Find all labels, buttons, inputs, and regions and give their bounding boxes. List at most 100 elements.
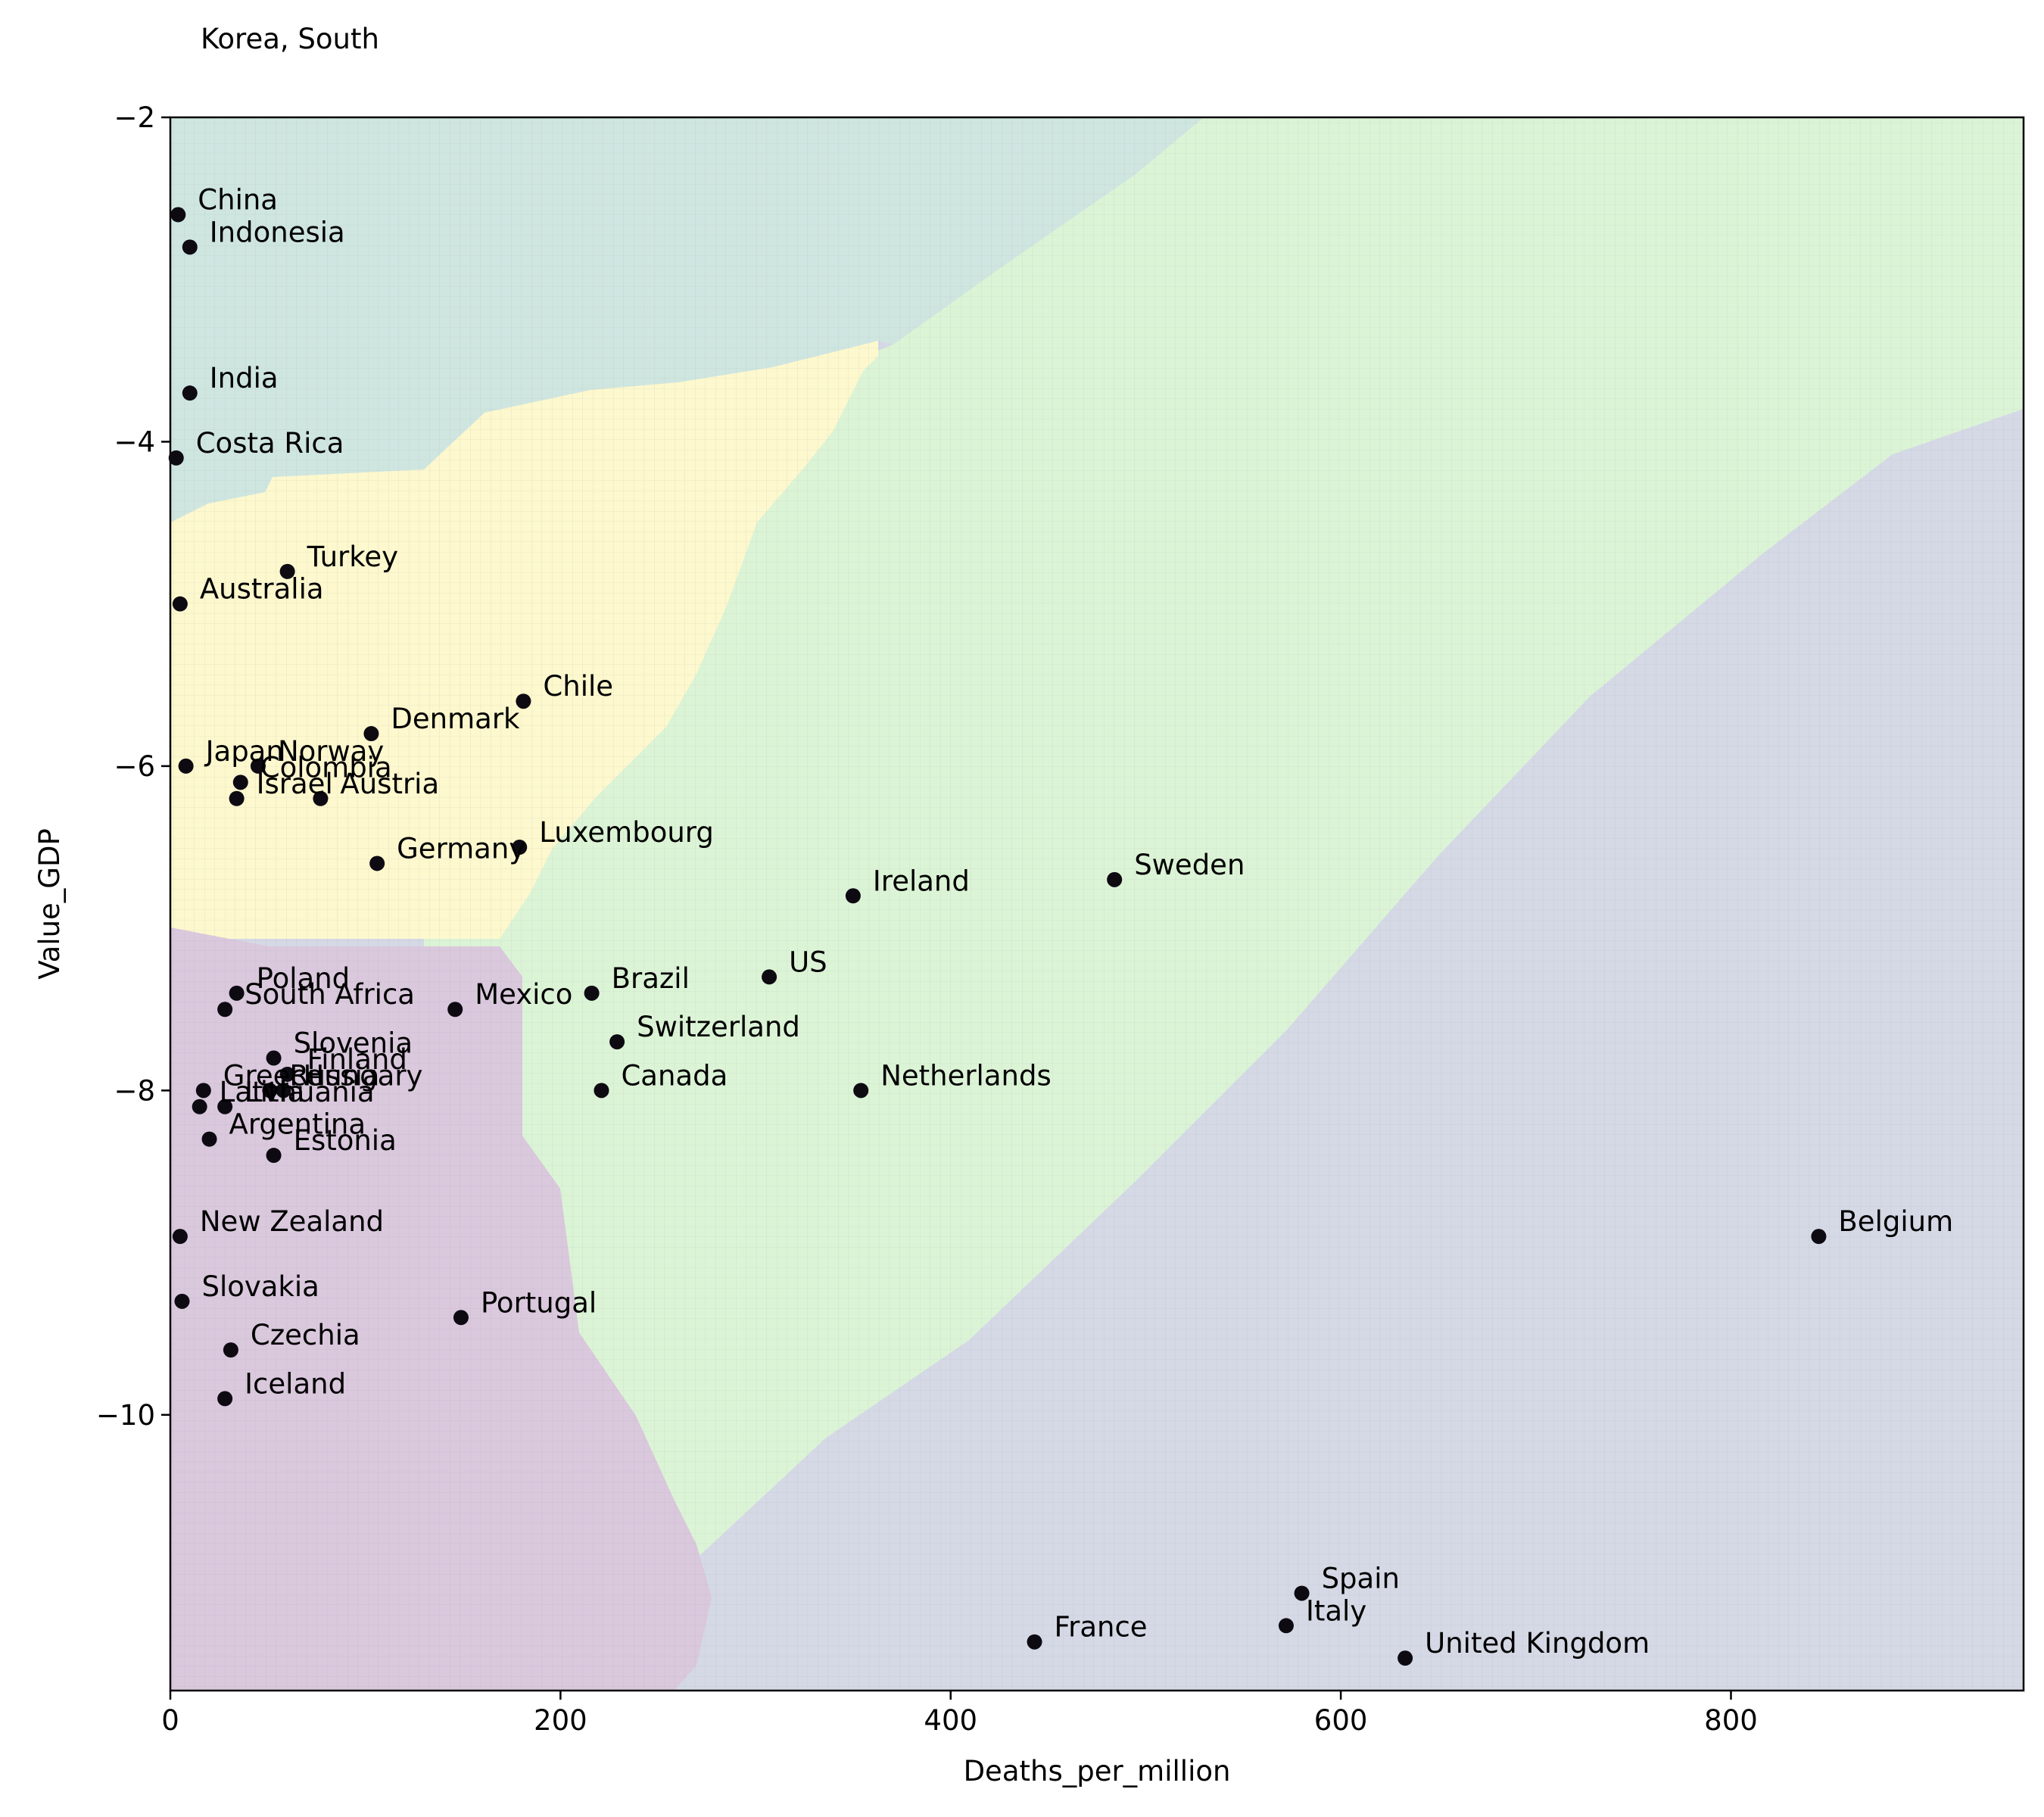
point-label: Greece	[223, 1059, 323, 1092]
data-point	[279, 1066, 295, 1082]
data-point	[1107, 871, 1123, 887]
data-point	[1811, 1229, 1827, 1245]
data-point	[516, 693, 531, 709]
data-point	[170, 207, 186, 223]
data-point	[453, 1310, 469, 1326]
point-label: Japan	[204, 735, 284, 768]
decision-regions	[170, 117, 2024, 1691]
chart-title: Korea, South	[201, 23, 379, 55]
scatter-points	[168, 207, 1827, 1666]
point-label: Poland	[257, 962, 351, 995]
data-point	[229, 790, 245, 806]
point-label: Colombia	[260, 751, 392, 784]
point-label: China	[198, 184, 278, 217]
y-axis-ticks: −2 −4 −6 −8 −10	[96, 101, 170, 1432]
data-point	[363, 726, 379, 742]
point-label: Denmark	[391, 703, 520, 735]
point-label: Italy	[1306, 1594, 1366, 1627]
data-point	[266, 1050, 282, 1066]
data-point	[232, 774, 248, 790]
point-label: Australia	[200, 573, 324, 606]
data-point	[201, 1131, 217, 1147]
point-label: Austria	[340, 768, 439, 800]
data-point	[1027, 1634, 1042, 1650]
point-label: Sweden	[1134, 849, 1245, 881]
data-point	[195, 1083, 211, 1099]
data-point	[845, 888, 861, 904]
x-tick-label: 200	[534, 1704, 587, 1737]
data-point	[182, 385, 198, 401]
data-point	[229, 985, 245, 1001]
data-point	[609, 1034, 625, 1050]
point-label: United Kingdom	[1425, 1627, 1650, 1660]
data-point	[762, 969, 777, 985]
data-point	[584, 985, 600, 1001]
grid-mesh	[170, 117, 2024, 1691]
y-tick-label: −2	[114, 101, 155, 134]
y-tick-label: −6	[114, 750, 155, 783]
y-axis-label: Value_GDP	[33, 828, 66, 980]
data-point	[172, 596, 188, 612]
data-point	[594, 1083, 609, 1099]
data-point	[182, 239, 198, 255]
data-point	[279, 563, 295, 579]
y-tick-label: −8	[114, 1074, 155, 1107]
data-point	[217, 1002, 233, 1018]
point-label: Costa Rica	[196, 427, 344, 460]
data-point	[266, 1148, 282, 1164]
point-label: Netherlands	[880, 1059, 1052, 1092]
data-point	[369, 856, 385, 871]
point-label: Israel	[257, 768, 333, 800]
point-label: Ireland	[873, 865, 970, 897]
x-tick-label: 0	[161, 1704, 179, 1737]
point-label: Spain	[1322, 1562, 1400, 1594]
data-point	[223, 1342, 238, 1358]
y-tick-label: −10	[96, 1399, 155, 1432]
data-point	[1278, 1618, 1294, 1634]
data-point	[853, 1083, 869, 1099]
data-point	[178, 758, 194, 774]
x-tick-label: 800	[1704, 1704, 1758, 1737]
point-label: Slovakia	[201, 1270, 319, 1303]
point-label: Russia	[289, 1059, 379, 1092]
point-label: US	[789, 946, 827, 978]
data-point	[250, 758, 266, 774]
point-label: Turkey	[307, 541, 398, 573]
point-label: Estonia	[294, 1124, 397, 1157]
data-point	[168, 450, 184, 466]
point-label: Iceland	[245, 1367, 346, 1400]
point-label: Latvia	[220, 1076, 305, 1108]
point-label: Indonesia	[210, 216, 345, 248]
point-label: Luxembourg	[539, 816, 714, 849]
point-label: Brazil	[612, 962, 690, 995]
point-label: Canada	[621, 1059, 728, 1092]
point-label: India	[210, 362, 279, 394]
data-point	[276, 1083, 291, 1099]
point-label: Hungary	[303, 1059, 422, 1092]
point-label: Belgium	[1838, 1205, 1953, 1238]
point-label: Chile	[543, 670, 613, 703]
point-label: Finland	[307, 1043, 407, 1076]
x-axis-ticks: 0 200 400 600 800	[161, 1691, 1758, 1737]
data-point	[217, 1099, 233, 1114]
point-label: Czechia	[251, 1319, 360, 1351]
x-tick-label: 600	[1314, 1704, 1368, 1737]
point-label: South Africa	[245, 978, 415, 1011]
point-label: Lithuania	[245, 1076, 374, 1108]
point-label: New Zealand	[200, 1205, 384, 1238]
data-point	[447, 1002, 463, 1018]
data-point	[174, 1293, 190, 1309]
point-label: Germany	[397, 832, 525, 865]
point-label: Switzerland	[637, 1011, 800, 1043]
point-label: Mexico	[475, 978, 572, 1011]
data-point	[1294, 1585, 1310, 1601]
plot-frame	[169, 116, 2025, 1692]
data-point	[262, 1083, 278, 1099]
data-point	[192, 1099, 207, 1114]
y-tick-label: −4	[114, 425, 155, 458]
data-point	[313, 790, 329, 806]
data-point	[1397, 1650, 1413, 1666]
point-label: Portugal	[481, 1286, 597, 1319]
x-axis-label: Deaths_per_million	[964, 1755, 1231, 1787]
